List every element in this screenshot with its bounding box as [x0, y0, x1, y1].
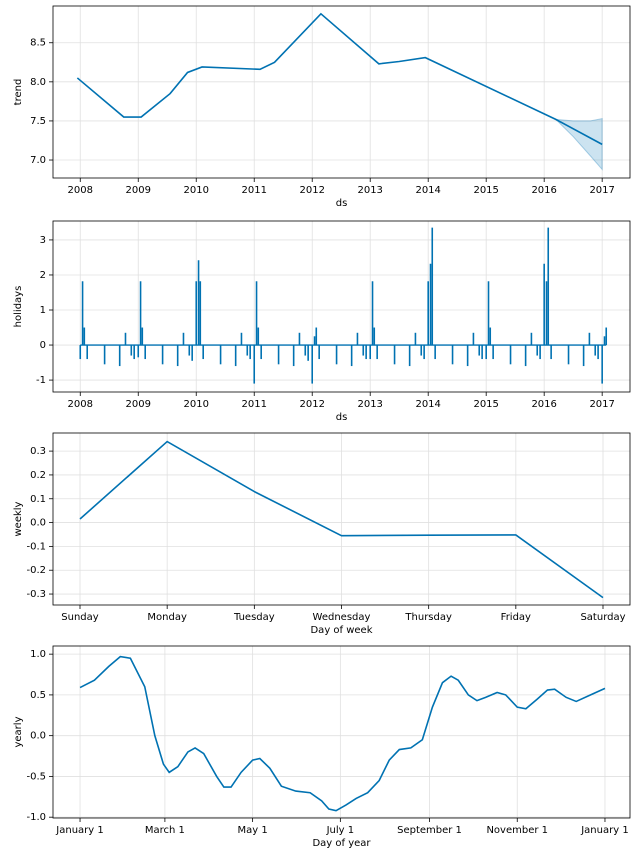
x-tick-label: Thursday [404, 612, 452, 623]
x-tick-label: 2015 [473, 399, 498, 410]
x-tick-label: 2013 [357, 185, 382, 196]
y-tick-label: -0.2 [26, 565, 46, 576]
x-tick-label: 2016 [531, 185, 556, 196]
x-tick-label: Friday [501, 612, 531, 623]
x-axis-label: ds [336, 412, 348, 423]
y-tick-label: 1.0 [30, 649, 46, 660]
x-tick-label: 2013 [357, 399, 382, 410]
x-tick-label: Saturday [580, 612, 625, 623]
y-axis-label: holidays [13, 286, 24, 328]
y-tick-label: 0.5 [30, 690, 46, 701]
x-tick-label: November 1 [486, 825, 548, 836]
x-tick-label: 2016 [531, 399, 556, 410]
line [79, 440, 604, 599]
y-tick-label: -0.3 [26, 589, 46, 600]
y-tick-label: 0 [40, 340, 46, 351]
x-tick-label: July 1 [326, 825, 355, 836]
x-axis-label: Day of year [312, 838, 371, 849]
x-tick-label: 2009 [126, 399, 151, 410]
y-tick-label: -1 [36, 375, 46, 386]
uncertainty-band [554, 117, 603, 171]
y-tick-label: 0.2 [30, 470, 46, 481]
y-tick-label: 8.5 [30, 38, 46, 49]
axes-frame [52, 432, 631, 606]
y-axis-label: trend [13, 79, 24, 106]
y-tick-label: -1.0 [26, 812, 46, 823]
x-tick-label: 2008 [68, 399, 93, 410]
x-tick-label: 2014 [415, 399, 440, 410]
axes-frame [52, 5, 631, 179]
y-tick-label: -0.5 [26, 771, 46, 782]
y-tick-label: 3 [40, 235, 46, 246]
subplot: -1.0 -0.5 0.0 0.5 1.0 January 1 March 1 May 1 Ju… [13, 645, 631, 849]
y-tick-label: 7.0 [30, 155, 46, 166]
y-tick-label: 2 [40, 270, 46, 281]
line [79, 655, 606, 812]
x-tick-label: Wednesday [313, 612, 371, 623]
x-tick-label: January 1 [580, 825, 628, 836]
x-axis-label: ds [336, 198, 348, 209]
y-tick-label: 0.3 [30, 446, 46, 457]
x-tick-label: 2011 [241, 185, 266, 196]
x-tick-label: 2017 [589, 399, 614, 410]
x-axis-label: Day of week [310, 625, 372, 636]
y-tick-label: 0.0 [30, 518, 46, 529]
axes-frame [52, 220, 631, 393]
axes-frame [52, 645, 631, 819]
x-tick-label: Monday [147, 612, 187, 623]
x-tick-label: 2011 [241, 399, 266, 410]
x-tick-label: 2008 [68, 185, 93, 196]
y-tick-label: -0.1 [26, 541, 46, 552]
subplot: -0.3 -0.2 -0.1 0.0 0.1 0.2 0.3 Sunday Monday Tues… [13, 432, 631, 636]
x-tick-label: 2015 [473, 185, 498, 196]
x-tick-label: 2017 [589, 185, 614, 196]
x-tick-label: Sunday [61, 612, 98, 623]
y-tick-label: 0.1 [30, 494, 46, 505]
x-tick-label: March 1 [145, 825, 185, 836]
x-tick-label: 2009 [126, 185, 151, 196]
y-tick-label: 1 [40, 305, 46, 316]
x-tick-label: Tuesday [233, 612, 275, 623]
x-tick-label: 2014 [415, 185, 440, 196]
y-axis-label: yearly [13, 716, 24, 747]
subplot: 7.0 7.5 8.0 8.5 2008 2009 2010 2011 2012 2013 2014… [13, 5, 631, 209]
y-axis-label: weekly [13, 501, 24, 536]
x-tick-label: 2010 [184, 185, 209, 196]
subplot: -1 0 1 2 3 2008 2009 2010 2011 2012 2013 2014 2015 20… [13, 220, 631, 423]
x-tick-label: 2012 [299, 185, 324, 196]
x-tick-label: 2012 [299, 399, 324, 410]
x-tick-label: September 1 [397, 825, 462, 836]
line [76, 12, 603, 146]
y-tick-label: 7.5 [30, 116, 46, 127]
y-tick-label: 0.0 [30, 731, 46, 742]
x-tick-label: January 1 [55, 825, 103, 836]
x-tick-label: May 1 [238, 825, 268, 836]
x-tick-label: 2010 [184, 399, 209, 410]
y-tick-label: 8.0 [30, 77, 46, 88]
